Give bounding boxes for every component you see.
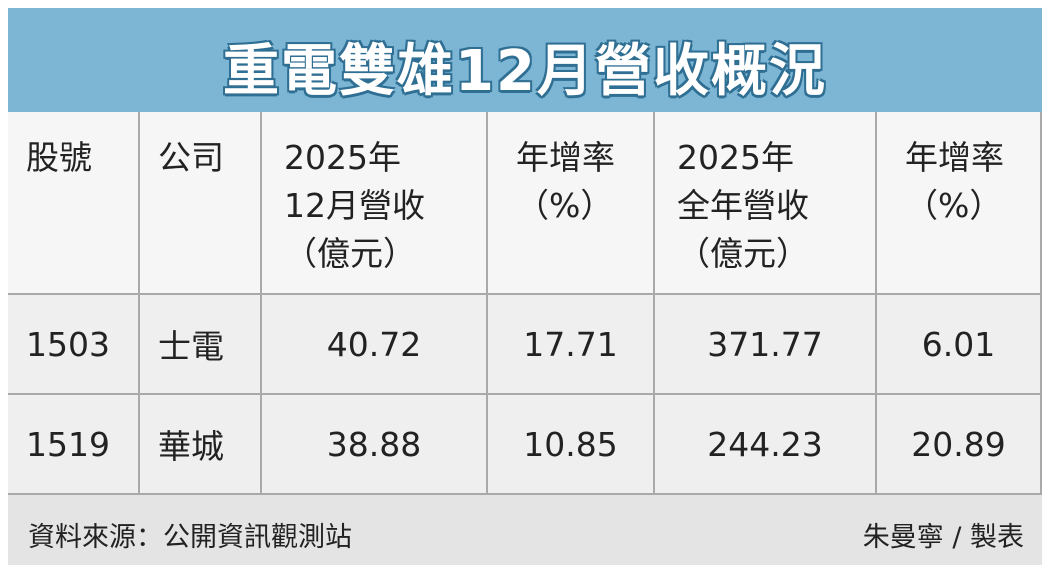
header-text: 股號 xyxy=(26,138,92,177)
header-cell: 2025年 12月營收 （億元） xyxy=(262,112,488,295)
header-text: 年增率 xyxy=(905,138,1004,177)
cell-text: 40.72 xyxy=(326,324,422,364)
header-cell: 2025年全年營收 （億元） xyxy=(655,112,877,295)
header-cell: 年增率 （%） xyxy=(488,112,655,295)
table-cell: 20.89 xyxy=(877,395,1042,495)
table-cell: 1503 xyxy=(8,295,140,395)
header-text: 公司 xyxy=(158,138,224,177)
header-text: （億元） xyxy=(677,234,809,273)
cell-text: 17.71 xyxy=(523,324,618,364)
table-cell: 371.77 xyxy=(655,295,877,395)
cell-text: 1503 xyxy=(26,324,110,364)
table-cell: 1519 xyxy=(8,395,140,495)
header-text: 2025年 xyxy=(284,138,401,177)
cell-text: 6.01 xyxy=(921,324,996,364)
footer: 資料來源：公開資訊觀測站 朱曼寧 / 製表 xyxy=(8,495,1042,565)
cell-text: 244.23 xyxy=(707,424,823,464)
table-cell: 244.23 xyxy=(655,395,877,495)
header-text: 全年營收 xyxy=(677,186,809,225)
cell-text: 士電 xyxy=(158,327,224,366)
header-text: （%） xyxy=(516,186,614,225)
title-bar: 重電雙雄12月營收概況 xyxy=(8,8,1042,112)
table-cell: 士電 xyxy=(140,295,262,395)
title: 重電雙雄12月營收概況 xyxy=(223,39,827,104)
header-cell: 年增率 （%） xyxy=(877,112,1042,295)
table-cell: 17.71 xyxy=(488,295,655,395)
header-text: （億元） xyxy=(284,234,416,273)
table-cell: 6.01 xyxy=(877,295,1042,395)
cell-text: 20.89 xyxy=(911,424,1006,464)
cell-text: 1519 xyxy=(26,424,110,464)
table-cell: 10.85 xyxy=(488,395,655,495)
header-text: 12月營收 xyxy=(284,186,425,225)
cell-text: 華城 xyxy=(158,427,224,466)
table-cell: 華城 xyxy=(140,395,262,495)
header-text: 年增率 xyxy=(516,138,615,177)
cell-text: 38.88 xyxy=(326,424,422,464)
header-cell: 股號 xyxy=(8,112,140,295)
cell-text: 371.77 xyxy=(707,324,823,364)
table-cell: 38.88 xyxy=(262,395,488,495)
header-text: 2025年 xyxy=(677,138,794,177)
cell-text: 10.85 xyxy=(523,424,618,464)
credit: 朱曼寧 / 製表 xyxy=(862,522,1024,553)
header-text: （%） xyxy=(905,186,1003,225)
source: 資料來源：公開資訊觀測站 xyxy=(28,522,352,553)
table-cell: 40.72 xyxy=(262,295,488,395)
header-cell: 公司 xyxy=(140,112,262,295)
